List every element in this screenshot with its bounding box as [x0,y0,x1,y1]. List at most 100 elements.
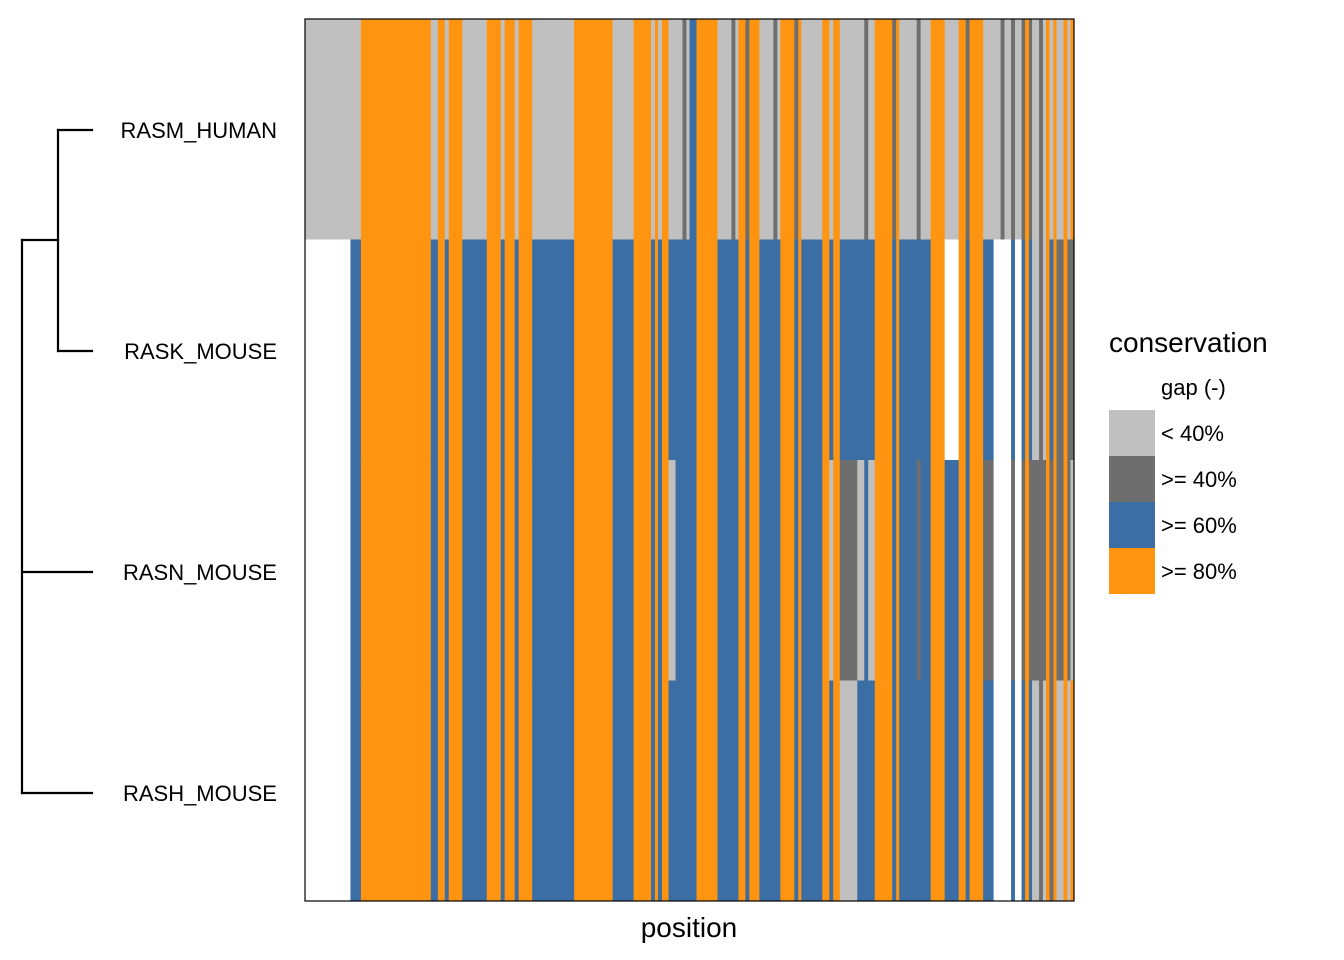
heatmap-cell [829,680,834,902]
heatmap-cell [1039,19,1043,240]
heatmap-cell [1000,19,1005,240]
heatmap-cell [1049,460,1054,681]
heatmap-cell [626,239,631,461]
heatmap-cell [745,460,750,681]
heatmap-cell [626,680,631,902]
heatmap-cell [731,460,736,681]
heatmap-cell [993,460,1022,681]
heatmap-cell [717,239,739,461]
heatmap-cell [1070,19,1075,240]
heatmap-cell [916,460,921,681]
heatmap-cell [1070,239,1075,461]
heatmap-cell [965,680,970,902]
heatmap-cell [612,239,634,461]
heatmap-cell [794,239,799,461]
heatmap-cell [305,680,351,902]
heatmap-cell [658,239,662,461]
heatmap-cell [430,680,442,902]
heatmap-cell [668,19,676,240]
heatmap-cell [682,239,687,461]
heatmap-cell [437,19,442,240]
heatmap-cell [916,19,921,240]
heatmap-cell [668,460,676,681]
heatmap-cell [780,239,802,461]
heatmap-cell [462,19,488,240]
heatmap-cell [773,19,778,240]
heatmap-cell [958,460,984,681]
heatmap-cell [514,680,519,902]
heatmap-cell [626,19,631,240]
heatmap-cell [1025,19,1029,240]
heatmap-cell [745,19,750,240]
heatmap-cell [899,239,932,461]
row-label-rasm-human: RASM_HUMAN [121,118,277,143]
legend-label-ge80: >= 80% [1161,559,1237,584]
heatmap-cell [360,239,390,461]
heatmap-cell [626,460,631,681]
heatmap-cell [801,19,823,240]
heatmap-cell [1063,680,1068,902]
heatmap-cell [993,239,1022,461]
heatmap-cell [1039,239,1043,461]
heatmap-cell [305,460,351,681]
heatmap-cell [717,19,739,240]
heatmap-cell [801,460,823,681]
heatmap-cell [441,19,463,240]
heatmap-cell [1011,239,1015,461]
heatmap-cell [839,680,858,902]
heatmap-cell [658,19,662,240]
heatmap-cell [759,239,781,461]
heatmap-cell [965,239,970,461]
heatmap-cell [773,460,778,681]
heatmap-cell [689,19,697,240]
heatmap-cell [944,239,960,461]
heatmap-cell [360,460,390,681]
legend-title: conservation [1109,327,1268,358]
heatmap-cell [1000,460,1005,681]
heatmap-cell [930,680,946,902]
heatmap-border [304,18,1075,902]
heatmap-cell [1011,19,1015,240]
heatmap-cell [958,19,984,240]
heatmap-cell [500,460,505,681]
heatmap-cell [696,460,718,681]
heatmap-cell [731,680,736,902]
heatmap-cell [839,19,858,240]
heatmap-cell [965,19,970,240]
heatmap-cell [1025,239,1029,461]
heatmap-cell [462,239,488,461]
heatmap-cell [500,19,505,240]
x-axis-label: position [641,912,738,943]
heatmap-cell [1011,680,1015,902]
heatmap-cell [892,460,897,681]
heatmap-cell [1025,680,1029,902]
heatmap-cell [360,680,390,902]
heatmap-cell [689,460,697,681]
heatmap-cell [864,19,869,240]
heatmap-cell [500,680,505,902]
heatmap-cell [983,19,995,240]
heatmap-cell [899,680,932,902]
heatmap-cell [1063,19,1068,240]
heatmap-cell [892,239,897,461]
heatmap-cell [668,680,676,902]
heatmap-cell [864,680,869,902]
heatmap-cell [780,680,802,902]
legend-label-gap: gap (-) [1161,375,1226,400]
heatmap-cell [462,460,488,681]
heatmap-cell [441,460,463,681]
heatmap-cell [745,239,750,461]
heatmap-cell [1039,680,1043,902]
heatmap-cell [444,680,449,902]
heatmap-cell [839,460,858,681]
heatmap-cell [1049,19,1054,240]
heatmap-cell [1025,460,1029,681]
heatmap-cell [651,460,655,681]
heatmap-cell [958,239,984,461]
heatmap-cell [759,460,781,681]
heatmap-cell [514,19,519,240]
heatmap-cell [930,460,946,681]
heatmap-cell [759,19,781,240]
heatmap-cell [612,680,634,902]
heatmap-cell [532,239,575,461]
